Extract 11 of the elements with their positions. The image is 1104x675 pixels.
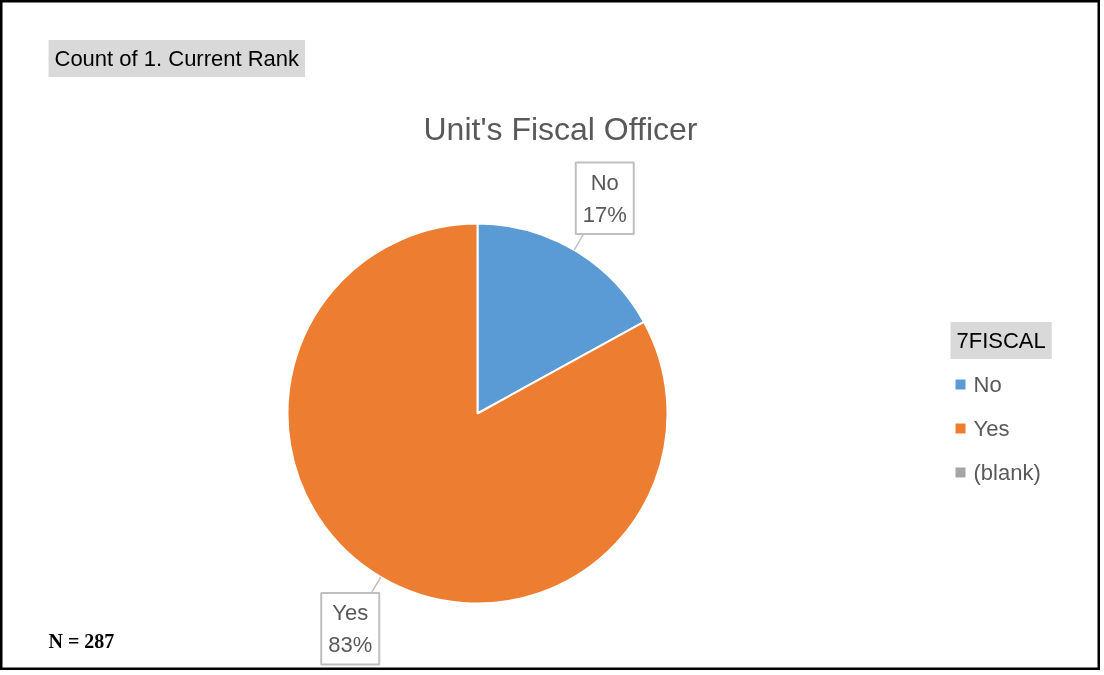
- legend-title: 7FISCAL: [956, 328, 1046, 353]
- chart-title: Unit's Fiscal Officer: [423, 110, 698, 147]
- legend-label: No: [973, 372, 1002, 397]
- text: N = 287: [48, 629, 115, 652]
- data-label: 17%: [582, 202, 627, 228]
- legend-label: Yes: [973, 416, 1010, 441]
- legend-label: (blank): [973, 460, 1041, 485]
- slice-label: Yes: [332, 599, 369, 625]
- data-label: 83%: [328, 632, 373, 658]
- slice-label: No: [590, 169, 619, 195]
- text: Count of 1. Current Rank: [54, 46, 301, 71]
